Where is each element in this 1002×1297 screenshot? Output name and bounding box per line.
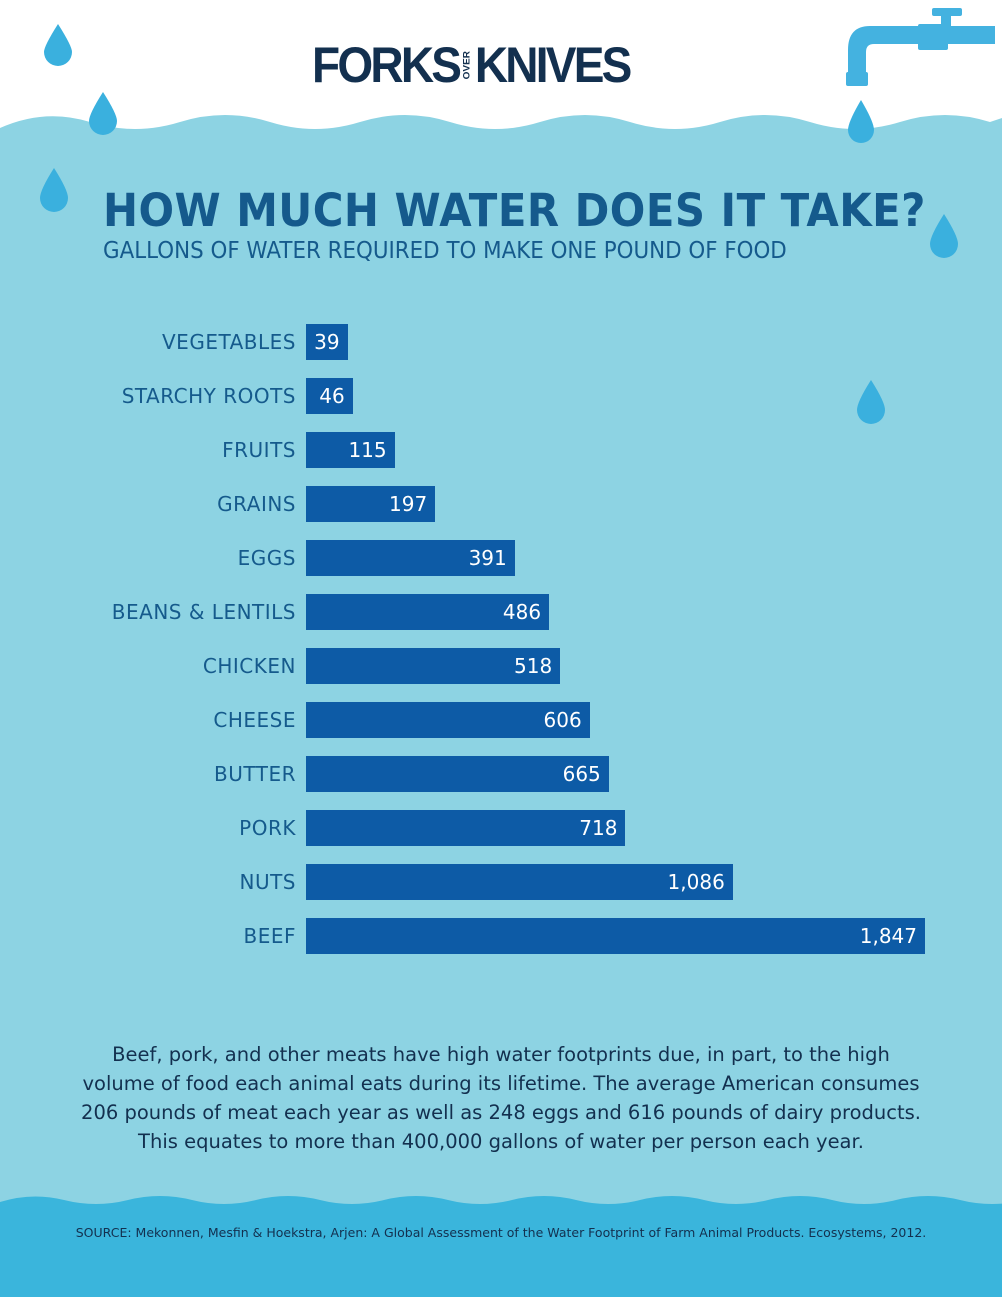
bar-row: BEANS & LENTILS 486 bbox=[0, 594, 1002, 630]
bar: 1,086 bbox=[306, 864, 733, 900]
value-label: 391 bbox=[468, 546, 507, 570]
bar: 486 bbox=[306, 594, 550, 630]
value-label: 718 bbox=[579, 816, 618, 840]
value-label: 1,847 bbox=[859, 924, 917, 948]
value-label: 46 bbox=[319, 384, 345, 408]
source-citation: SOURCE: Mekonnen, Mesfin & Hoekstra, Arj… bbox=[75, 1225, 927, 1240]
chart-title: HOW MUCH WATER DOES IT TAKE? bbox=[103, 184, 926, 237]
chart-subtitle: GALLONS OF WATER REQUIRED TO MAKE ONE PO… bbox=[103, 238, 787, 264]
bar-row: FRUITS 115 bbox=[0, 432, 1002, 468]
water-drop-icon bbox=[930, 214, 958, 258]
category-label: FRUITS bbox=[222, 438, 296, 462]
bar: 391 bbox=[306, 540, 515, 576]
category-label: NUTS bbox=[239, 870, 296, 894]
value-label: 665 bbox=[562, 762, 601, 786]
bar-row: EGGS 391 bbox=[0, 540, 1002, 576]
category-label: STARCHY ROOTS bbox=[121, 384, 296, 408]
category-label: BEEF bbox=[243, 924, 296, 948]
category-label: CHICKEN bbox=[202, 654, 296, 678]
category-label: BEANS & LENTILS bbox=[111, 600, 296, 624]
value-label: 39 bbox=[314, 330, 340, 354]
value-label: 1,086 bbox=[667, 870, 725, 894]
body-text: Beef, pork, and other meats have high wa… bbox=[81, 1043, 921, 1153]
category-label: PORK bbox=[239, 816, 296, 840]
value-label: 115 bbox=[348, 438, 387, 462]
bar: 115 bbox=[306, 432, 395, 468]
logo-text-forks: FORKS bbox=[312, 37, 462, 93]
forks-over-knives-logo: FORKS OVER KNIVES bbox=[312, 37, 632, 93]
bar-row: STARCHY ROOTS 46 bbox=[0, 378, 1002, 414]
bar: 665 bbox=[306, 756, 609, 792]
category-label: BUTTER bbox=[214, 762, 296, 786]
water-drop-icon bbox=[40, 168, 68, 212]
faucet-icon bbox=[846, 8, 995, 86]
bar: 718 bbox=[306, 810, 626, 846]
water-drop-icon bbox=[848, 100, 874, 143]
bar: 518 bbox=[306, 648, 561, 684]
bar-row: NUTS 1,086 bbox=[0, 864, 1002, 900]
bar: 46 bbox=[306, 378, 353, 414]
bar: 1,847 bbox=[306, 918, 925, 954]
bar: 39 bbox=[306, 324, 348, 360]
logo-text-knives: KNIVES bbox=[474, 37, 632, 93]
bar-row: BUTTER 665 bbox=[0, 756, 1002, 792]
category-label: CHEESE bbox=[213, 708, 296, 732]
value-label: 197 bbox=[389, 492, 428, 516]
category-label: EGGS bbox=[237, 546, 296, 570]
category-label: GRAINS bbox=[217, 492, 296, 516]
bar-row: GRAINS 197 bbox=[0, 486, 1002, 522]
water-drop-icon bbox=[89, 92, 117, 135]
logo-text-over: OVER bbox=[461, 50, 473, 80]
bar: 197 bbox=[306, 486, 436, 522]
water-wave-bottom bbox=[0, 1196, 1002, 1297]
value-label: 486 bbox=[502, 600, 542, 624]
bar-row: CHEESE 606 bbox=[0, 702, 1002, 738]
bar-row: CHICKEN 518 bbox=[0, 648, 1002, 684]
value-label: 606 bbox=[543, 708, 582, 732]
water-drop-icon bbox=[44, 24, 72, 66]
bar-row: BEEF 1,847 bbox=[0, 918, 1002, 954]
water-drop-icon bbox=[857, 380, 885, 424]
bar: 606 bbox=[306, 702, 590, 738]
bar-row: VEGETABLES 39 bbox=[0, 324, 1002, 360]
category-label: VEGETABLES bbox=[162, 330, 296, 354]
value-label: 518 bbox=[514, 654, 553, 678]
bar-row: PORK 718 bbox=[0, 810, 1002, 846]
